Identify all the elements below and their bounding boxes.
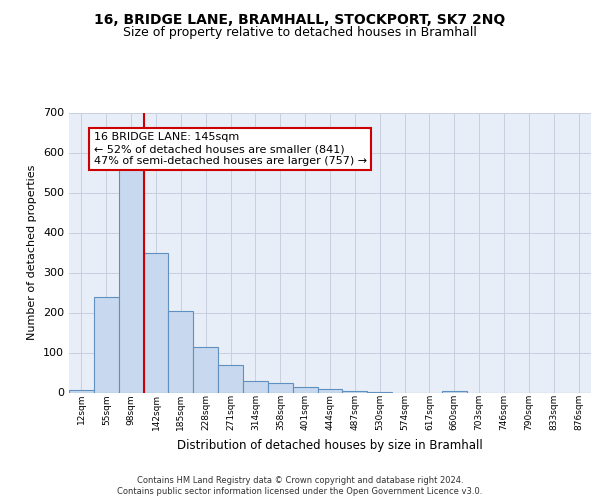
Bar bbox=[293, 387, 317, 392]
Bar bbox=[193, 347, 218, 393]
Bar bbox=[343, 391, 367, 392]
Bar bbox=[119, 160, 143, 392]
Bar bbox=[268, 382, 293, 392]
Bar bbox=[169, 311, 193, 392]
Bar bbox=[143, 252, 169, 392]
Text: Contains public sector information licensed under the Open Government Licence v3: Contains public sector information licen… bbox=[118, 488, 482, 496]
Bar bbox=[69, 390, 94, 392]
Bar bbox=[94, 298, 119, 392]
Bar bbox=[442, 390, 467, 392]
X-axis label: Distribution of detached houses by size in Bramhall: Distribution of detached houses by size … bbox=[177, 438, 483, 452]
Bar bbox=[218, 364, 243, 392]
Text: Size of property relative to detached houses in Bramhall: Size of property relative to detached ho… bbox=[123, 26, 477, 39]
Bar bbox=[243, 382, 268, 392]
Text: Contains HM Land Registry data © Crown copyright and database right 2024.: Contains HM Land Registry data © Crown c… bbox=[137, 476, 463, 485]
Y-axis label: Number of detached properties: Number of detached properties bbox=[28, 165, 37, 340]
Text: 16, BRIDGE LANE, BRAMHALL, STOCKPORT, SK7 2NQ: 16, BRIDGE LANE, BRAMHALL, STOCKPORT, SK… bbox=[94, 12, 506, 26]
Bar bbox=[317, 390, 343, 392]
Text: 16 BRIDGE LANE: 145sqm
← 52% of detached houses are smaller (841)
47% of semi-de: 16 BRIDGE LANE: 145sqm ← 52% of detached… bbox=[94, 132, 367, 166]
